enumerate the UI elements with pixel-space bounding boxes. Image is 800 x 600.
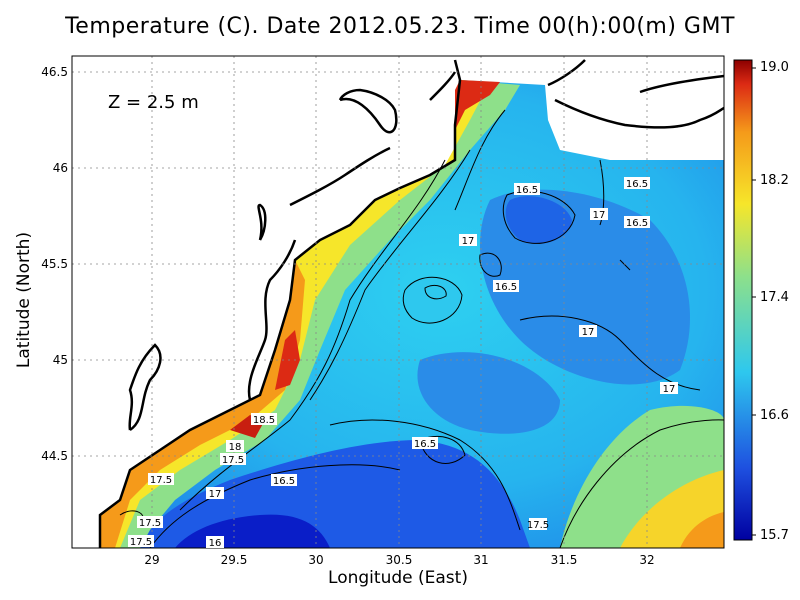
contour-label: 17 [206, 487, 224, 500]
svg-text:17: 17 [663, 384, 676, 395]
coastal-red-patch-north [455, 80, 500, 130]
svg-text:16.5: 16.5 [414, 439, 436, 450]
contour-label: 17.5 [148, 473, 174, 486]
grid [72, 56, 724, 548]
svg-text:16.5: 16.5 [626, 218, 648, 229]
contour-label: 16.5 [624, 177, 650, 190]
depth-label: Z = 2.5 m [108, 92, 199, 113]
contour-label: 16.5 [493, 280, 519, 293]
svg-text:16.5: 16.5 [626, 179, 648, 190]
cold-eddy-45-4 [403, 277, 462, 324]
svg-text:17.5: 17.5 [139, 518, 161, 529]
contour-label: 17 [579, 325, 597, 338]
y-tick: 46.5 [41, 65, 68, 79]
y-tick: 45.5 [41, 257, 68, 271]
plot-frame [71, 55, 725, 549]
cold-region-center [417, 352, 560, 434]
contour-label: 17.5 [220, 453, 246, 466]
colorbar-tick-label: 18.2 [760, 173, 789, 188]
svg-text:16.5: 16.5 [273, 476, 295, 487]
colorbar-tick-label: 15.7 [760, 528, 789, 543]
svg-text:16.5: 16.5 [495, 282, 517, 293]
svg-text:17.5: 17.5 [150, 475, 172, 486]
colorbar-tick-label: 16.6 [760, 408, 789, 423]
svg-text:17.5: 17.5 [130, 537, 152, 548]
svg-text:17.5: 17.5 [527, 520, 549, 531]
contour-label: 17.5 [128, 535, 154, 548]
cold-patch-east [505, 196, 572, 244]
x-tick: 31.5 [551, 553, 578, 567]
svg-text:17: 17 [582, 327, 595, 338]
x-tick: 29 [144, 553, 159, 567]
coastal-red-patch-mid [275, 330, 300, 390]
contour-label: 18 [226, 440, 244, 453]
x-tick: 30.5 [386, 553, 413, 567]
contour-label: 16.5 [624, 216, 650, 229]
svg-text:17: 17 [462, 236, 475, 247]
svg-text:18.5: 18.5 [253, 415, 275, 426]
x-tick: 30 [308, 553, 323, 567]
y-tick: 45 [53, 353, 68, 367]
colorbar-tick-label: 17.4 [760, 290, 789, 305]
x-tick: 31 [473, 553, 488, 567]
colorbar-tick-label: 19.0 [760, 60, 789, 75]
x-tick: 32 [639, 553, 654, 567]
contour-label: 16 [206, 536, 224, 549]
colorbar-ticks [752, 67, 756, 536]
y-ticks: 46.5 46 45.5 45 44.5 [41, 65, 68, 463]
coastline [98, 59, 724, 548]
y-tick: 44.5 [41, 449, 68, 463]
contour-label: 17.5 [527, 518, 549, 531]
contour-label: 18.5 [251, 413, 277, 426]
hot-core-southeast [680, 512, 724, 548]
contour-label: 17.5 [137, 516, 163, 529]
svg-text:17.5: 17.5 [222, 455, 244, 466]
svg-text:16: 16 [209, 538, 222, 549]
contour-label: 16.5 [271, 474, 297, 487]
contour-label: 17 [459, 234, 477, 247]
y-tick: 46 [53, 161, 68, 175]
svg-text:17: 17 [209, 489, 222, 500]
svg-text:18: 18 [229, 442, 242, 453]
plot-title: Temperature (C). Date 2012.05.23. Time 0… [65, 14, 735, 39]
svg-text:16.5: 16.5 [516, 185, 538, 196]
svg-text:17: 17 [593, 210, 606, 221]
x-axis-label: Longitude (East) [328, 568, 468, 588]
x-ticks: 29 29.5 30 30.5 31 31.5 32 [144, 553, 654, 567]
contour-label: 17 [590, 208, 608, 221]
contour-label: 16.5 [412, 437, 438, 450]
colorbar [733, 59, 753, 541]
contour-label: 16.5 [514, 183, 540, 196]
contour-label: 17 [660, 382, 678, 395]
contour-labels: 16.5 16.5 16.5 17 16.5 17 17 18.5 18 17.… [128, 177, 678, 549]
x-tick: 29.5 [221, 553, 248, 567]
